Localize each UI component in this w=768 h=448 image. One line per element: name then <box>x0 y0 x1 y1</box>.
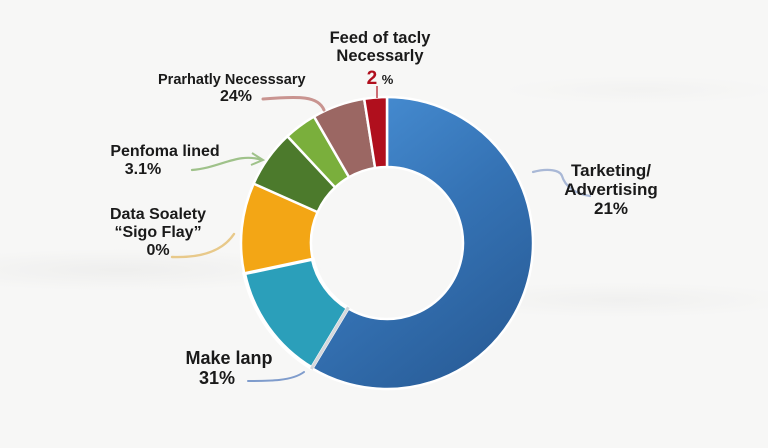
label-partially: Prarhatly Necesssary 24% <box>158 72 328 106</box>
label-data-safety-pct: 0% <box>146 241 170 259</box>
label-data-safety-name: Data Soalety <box>109 206 207 223</box>
leader-line-data-safety <box>170 232 236 259</box>
label-feed-pct: 2 % <box>318 68 442 89</box>
label-performance-name: Penfoma lined <box>110 143 220 160</box>
label-feed: Feed of tacly Necessarly 2 % <box>318 29 442 89</box>
slice-feed <box>362 95 389 170</box>
label-feed-pct-num: 2 <box>366 67 378 89</box>
slice-separator <box>310 306 350 370</box>
label-make-pct: 31% <box>198 368 236 389</box>
label-marketing-pct: 21% <box>593 199 629 219</box>
label-marketing-line2: Advertising <box>564 180 658 200</box>
leader-line-partially <box>261 95 326 112</box>
leader-line-make <box>247 371 305 382</box>
label-data-safety: Data Soalety “Sigo Flay” 0% <box>100 206 216 260</box>
donut-slices <box>239 95 535 391</box>
leader-line-performance <box>190 156 264 172</box>
label-make: Make lanp 31% <box>178 348 280 388</box>
label-feed-line2: Necessarly <box>336 47 424 66</box>
leader-line-marketing <box>531 168 592 198</box>
label-performance-pct: 3.1% <box>124 160 162 178</box>
slice-marketing <box>310 95 535 391</box>
label-feed-pct-sign: % <box>381 71 394 87</box>
label-partially-name: Prarhatly Necesssary <box>158 72 306 88</box>
label-partially-pct: 24% <box>220 88 253 106</box>
label-make-name: Make lanp <box>185 348 273 368</box>
label-feed-line1: Feed of tacly <box>329 29 431 47</box>
label-data-safety-subname: “Sigo Flay” <box>114 223 202 241</box>
label-performance: Penfoma lined 3.1% <box>100 143 230 179</box>
label-marketing-line1: Tarketing/ <box>571 161 651 180</box>
leader-lines <box>170 86 592 382</box>
label-marketing: Tarketing/ Advertising 21% <box>556 161 666 218</box>
leader-arrow-performance <box>250 152 266 166</box>
